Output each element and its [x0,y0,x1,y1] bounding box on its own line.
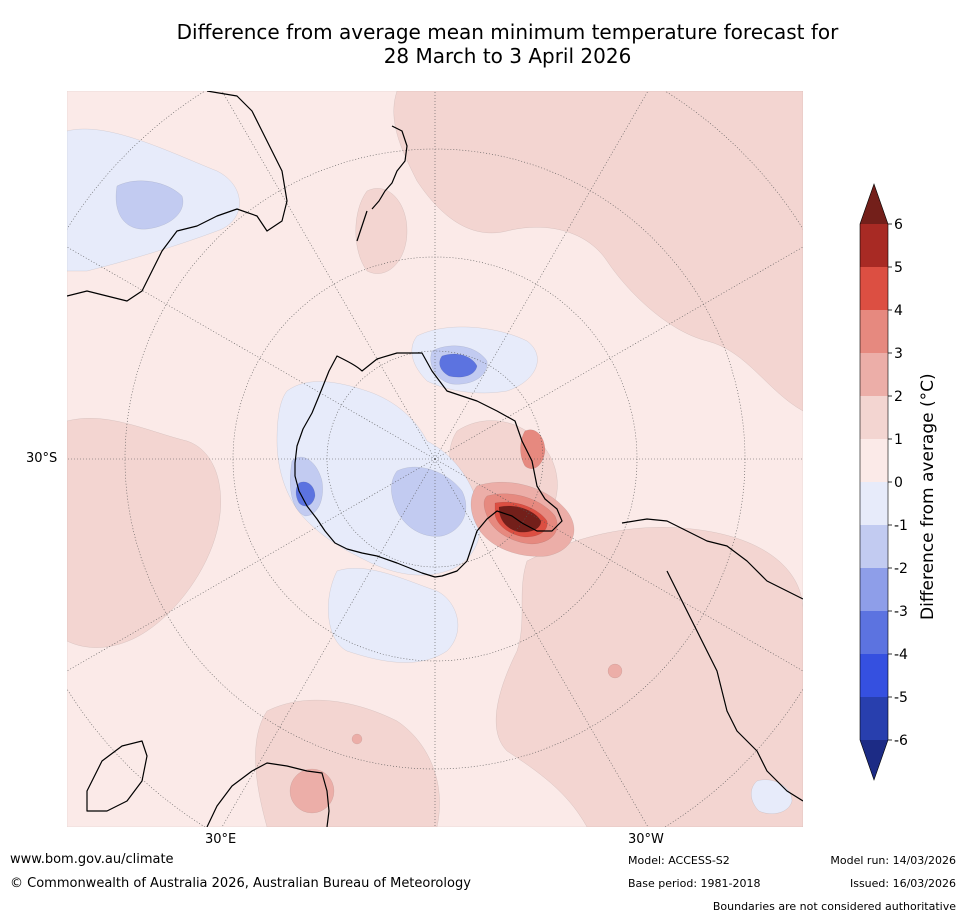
colorbar-band [860,525,888,568]
anomaly-spot-warm-indian [351,733,363,745]
colorbar-tick-label: 2 [894,389,903,405]
coast-south-america-east [666,570,803,802]
anomaly-region-warm-sw [67,418,221,648]
meridian-30e [221,458,436,827]
anomaly-region-cool-ross [391,466,467,537]
colorbar-tick-label: -2 [894,561,908,577]
title-line-2: 28 March to 3 April 2026 [383,44,632,68]
label-lon-30w: 30°W [628,832,664,847]
coast-australia [67,91,288,302]
meridian-150w [434,91,649,460]
footer-issued: Issued: 16/03/2026 [849,877,956,890]
title-line-1: Difference from average mean minimum tem… [176,20,839,44]
map-title: Difference from average mean minimum tem… [60,20,955,68]
colorbar: 6 5 4 3 2 1 0 -1 -2 -3 -4 -5 -6 [859,183,908,781]
colorbar-tick-label: 3 [894,346,903,362]
meridian-30w [434,458,649,827]
colorbar-band [860,396,888,439]
colorbar-tick-label: 4 [894,303,903,319]
colorbar-tick-label: 0 [894,475,903,491]
coast-antarctica [294,352,563,578]
anomaly-region-warm-ne [393,91,803,412]
footer-model-run: Model run: 14/03/2026 [830,854,956,867]
coast-madagascar [86,740,148,812]
polar-map-canvas [67,91,803,827]
anomaly-region-cool-weddell-core [439,353,478,378]
colorbar-bottom-arrow [860,740,888,780]
footer-model: Model: ACCESS-S2 [628,854,730,867]
coast-new-zealand-north [371,125,408,210]
colorbar-title: Difference from average (°C) [918,373,938,620]
colorbar-tick-label: 6 [894,217,903,233]
colorbar-band [860,224,888,267]
anomaly-region-cool-indian-core [295,481,316,507]
colorbar-tick-label: -4 [894,647,908,663]
footer-disclaimer: Boundaries are not considered authoritat… [712,900,956,913]
colorbar-tick-label: 1 [894,432,903,448]
colorbar-band [860,654,888,697]
anomaly-region-warm-nz [355,188,408,274]
footer-copyright: © Commonwealth of Australia 2026, Austra… [10,876,471,891]
colorbar-band [860,611,888,654]
polar-map [67,91,803,827]
label-lat-30s: 30°S [26,451,58,466]
colorbar-band [860,697,888,740]
colorbar-tick-label: -5 [894,690,908,706]
anomaly-spot-warm-atlantic [607,663,623,679]
label-lon-30e: 30°E [205,832,237,847]
coast-africa [206,762,330,827]
colorbar-tick-label: -3 [894,604,908,620]
anomaly-region-cool-nw-core [115,180,184,230]
coast-new-zealand-south [356,210,368,242]
graticule [67,91,803,827]
colorbar-band [860,267,888,310]
meridian-150e [221,91,436,460]
colorbar-tick-label: -1 [894,518,908,534]
colorbar-band [860,482,888,525]
footer-website: www.bom.gov.au/climate [10,852,174,867]
colorbar-band [860,568,888,611]
colorbar-top-arrow [860,184,888,224]
coastlines [67,91,803,827]
anomaly-region-warm-se [495,527,803,827]
coast-south-america [621,518,803,600]
colorbar-band [860,310,888,353]
colorbar-tick-label: -6 [894,733,908,749]
footer-base-period: Base period: 1981-2018 [628,877,761,890]
anomaly-region-hot-peninsula-tip [520,429,546,469]
colorbar-band [860,439,888,482]
colorbar-band [860,353,888,396]
anomaly-region-cool-southern-ocean [328,568,459,663]
anomaly-spot-warm-africa [289,768,335,814]
colorbar-tick-label: 5 [894,260,903,276]
